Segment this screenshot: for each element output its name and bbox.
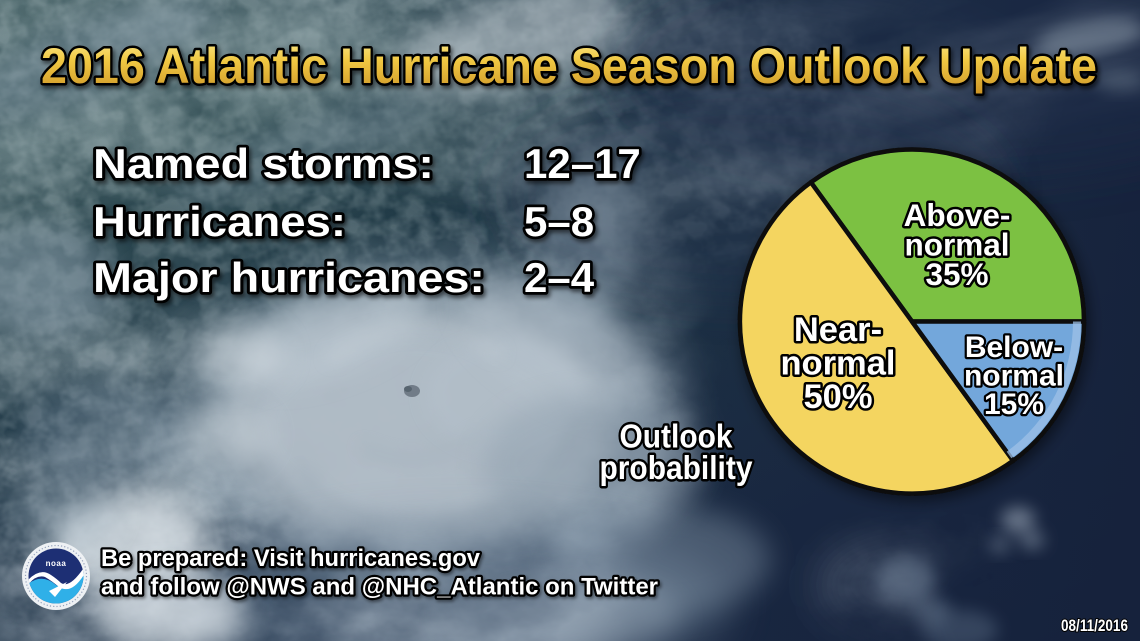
svg-text:Named storms:: Named storms: [93, 140, 434, 187]
svg-text:2016 Atlantic Hurricane Season: 2016 Atlantic Hurricane Season Outlook U… [41, 38, 1097, 94]
svg-text:noaa: noaa [46, 559, 67, 568]
svg-text:35%: 35% [925, 256, 988, 292]
svg-text:normal: normal [904, 227, 1009, 263]
svg-text:normal: normal [780, 345, 895, 383]
svg-text:probability: probability [600, 449, 754, 486]
svg-text:50%: 50% [803, 378, 872, 416]
svg-text:08/11/2016: 08/11/2016 [1061, 616, 1128, 635]
svg-text:2–4: 2–4 [524, 254, 595, 301]
svg-text:Outlook: Outlook [620, 418, 734, 455]
svg-text:5–8: 5–8 [524, 198, 594, 245]
svg-text:Be prepared: Visit hurricanes.: Be prepared: Visit hurricanes.gov [101, 545, 481, 572]
svg-text:and follow @NWS and @NHC_Atlan: and follow @NWS and @NHC_Atlantic on Twi… [101, 574, 658, 601]
svg-text:Hurricanes:: Hurricanes: [93, 198, 346, 245]
svg-text:Major hurricanes:: Major hurricanes: [93, 254, 485, 301]
svg-text:Above-: Above- [904, 197, 1011, 233]
svg-text:normal: normal [964, 360, 1064, 393]
svg-text:12–17: 12–17 [524, 140, 641, 187]
svg-text:15%: 15% [984, 388, 1044, 421]
svg-text:Near-: Near- [794, 311, 882, 349]
svg-text:Below-: Below- [965, 331, 1063, 364]
